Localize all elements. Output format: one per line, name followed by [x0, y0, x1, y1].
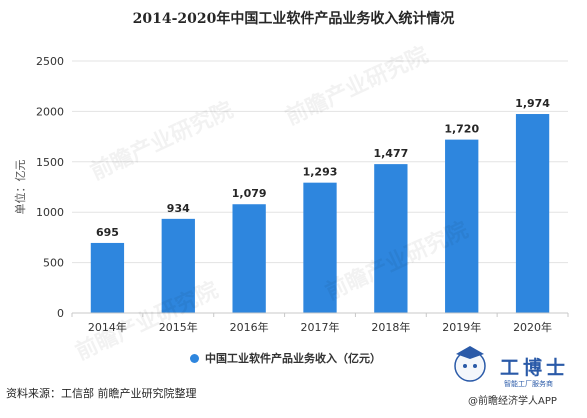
bar — [90, 242, 125, 313]
bar — [161, 218, 195, 313]
mascot-eye-icon — [473, 364, 477, 368]
x-tick-label: 2020年 — [513, 320, 552, 334]
logo-name: 工博士 — [500, 356, 569, 379]
mascot-cap-icon — [456, 346, 484, 359]
bar-value-label: 1,720 — [444, 123, 479, 136]
legend-label: 中国工业软件产品业务收入（亿元） — [205, 352, 381, 365]
bar — [374, 164, 408, 313]
x-tick-label: 2017年 — [301, 320, 340, 334]
label-layer: 695 934 1,079 1,293 1,477 1,720 1,974 — [96, 97, 550, 239]
bar — [303, 182, 337, 313]
gongboshi-logo: 工博士 智能工厂服务商 @前瞻经济学人APP — [454, 346, 569, 407]
y-tick-label: 1000 — [36, 206, 64, 219]
axis-layer: 0 500 1000 1500 2000 2500 2014年 2015年 2016年 2017年… — [36, 55, 569, 334]
chart-title: 2014-2020年中国工业软件产品业务收入统计情况 — [132, 11, 455, 27]
y-tick-label: 500 — [43, 257, 64, 270]
source-note: 资料来源：工信部 前瞻产业研究院整理 — [6, 387, 197, 400]
bar-value-label: 695 — [96, 226, 119, 239]
bar — [232, 204, 266, 313]
bar-value-label: 1,293 — [303, 166, 338, 179]
mascot-eye-icon — [463, 364, 467, 368]
bar-value-label: 1,477 — [373, 147, 408, 160]
bar — [445, 139, 479, 313]
x-tick-label: 2018年 — [371, 320, 410, 334]
x-tick-label: 2014年 — [88, 320, 127, 334]
bar-layer — [90, 114, 550, 313]
x-tick-label: 2015年 — [159, 320, 198, 334]
y-axis-label: 单位：亿元 — [13, 160, 27, 215]
bar-value-label: 1,974 — [515, 97, 550, 110]
y-tick-label: 0 — [57, 307, 64, 320]
logo-caption: @前瞻经济学人APP — [468, 394, 557, 407]
bar-value-label: 1,079 — [232, 187, 267, 200]
bar-value-label: 934 — [167, 202, 190, 215]
legend-marker — [190, 353, 199, 363]
logo-tagline: 智能工厂服务商 — [504, 379, 553, 388]
y-tick-label: 1500 — [36, 156, 64, 169]
x-tick-label: 2016年 — [230, 320, 269, 334]
bar — [515, 114, 550, 313]
chart-legend: 中国工业软件产品业务收入（亿元） — [190, 350, 381, 366]
x-tick-label: 2019年 — [442, 320, 481, 334]
y-tick-label: 2000 — [36, 105, 64, 118]
y-tick-label: 2500 — [36, 55, 64, 68]
